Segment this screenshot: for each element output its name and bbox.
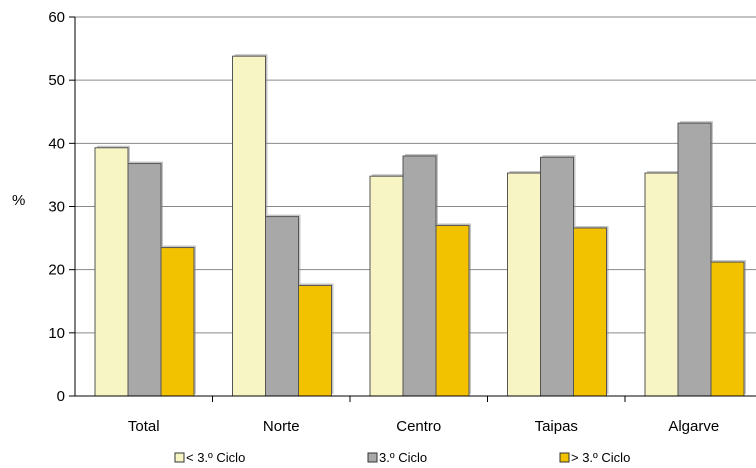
x-tick-label: Norte — [263, 418, 300, 435]
x-tick-label: Taipas — [535, 418, 578, 435]
y-tick-label: 60 — [48, 9, 65, 26]
y-tick-label: 20 — [48, 262, 65, 279]
bar — [540, 156, 574, 397]
bars — [94, 54, 746, 397]
legend-label: < 3.º Ciclo — [186, 450, 245, 465]
bar — [232, 55, 266, 397]
legend-label: 3.º Ciclo — [379, 450, 427, 465]
y-tick-label: 40 — [48, 135, 65, 152]
legend-swatch — [559, 452, 570, 463]
y-tick-label: 50 — [48, 72, 65, 89]
legend-label: > 3.º Ciclo — [571, 450, 630, 465]
bar — [265, 216, 299, 397]
axes: % 0 10 20 30 40 50 60 Total Norte Centro Taipas Alg… — [12, 9, 756, 435]
bar — [160, 247, 195, 397]
bar — [435, 224, 470, 397]
bar — [573, 227, 607, 397]
legend: < 3.º Ciclo 3.º Ciclo > 3.º Ciclo — [174, 450, 630, 465]
x-tick-label: Centro — [396, 418, 441, 435]
x-tick-label: Total — [128, 418, 160, 435]
bar — [94, 147, 129, 397]
legend-swatch — [174, 452, 185, 463]
y-tick-label: 0 — [57, 388, 65, 405]
y-tick-label: 30 — [48, 199, 65, 216]
bar — [298, 284, 332, 397]
y-axis-label: % — [12, 192, 25, 209]
bar — [369, 175, 404, 397]
y-tick-label: 10 — [48, 325, 65, 342]
x-tick-label: Algarve — [668, 418, 719, 435]
bar — [507, 172, 541, 397]
bar — [402, 155, 437, 397]
legend-swatch — [367, 452, 378, 463]
bar — [677, 122, 712, 397]
bar — [127, 163, 162, 397]
bar — [710, 261, 745, 397]
bar — [644, 172, 679, 397]
